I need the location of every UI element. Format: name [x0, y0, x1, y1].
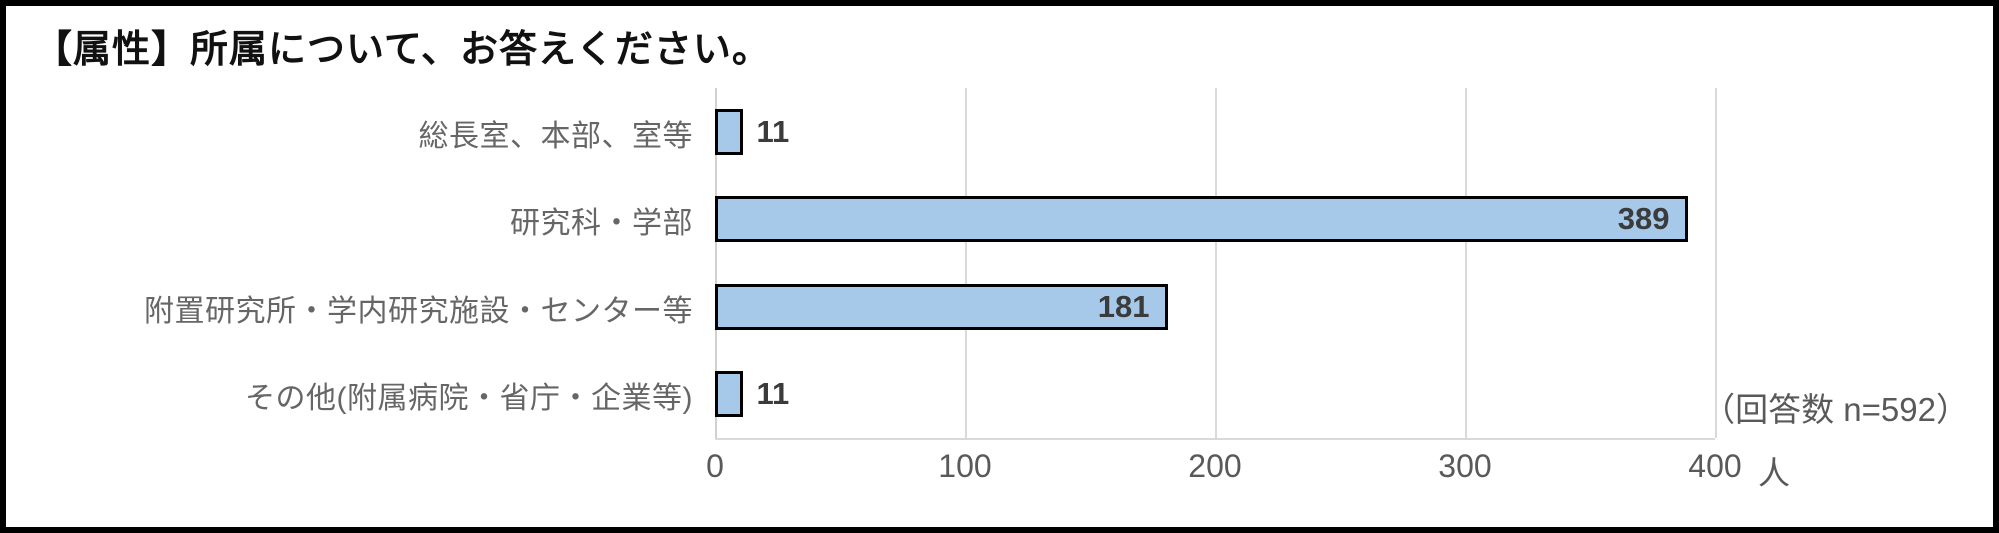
x-axis-unit-label: 人	[1758, 455, 1791, 491]
bar[interactable]	[715, 283, 1168, 330]
bar[interactable]	[715, 196, 1688, 243]
bar-value-label: 181	[1097, 288, 1150, 324]
plot-area: 11 389 181 11	[715, 88, 1717, 438]
gridline-300	[1465, 88, 1467, 438]
chart-title: 【属性】所属について、お答えください。	[34, 29, 771, 71]
category-label: その他(附属病院・省庁・企業等)	[245, 382, 693, 416]
bar-row: 389	[715, 196, 1715, 243]
category-label: 附置研究所・学内研究施設・センター等	[144, 294, 693, 328]
bar-value-label: 389	[1617, 201, 1670, 237]
gridline-0	[715, 88, 717, 438]
bar-row: 181	[715, 283, 1715, 330]
bar-row: 11	[715, 371, 1715, 418]
category-label: 総長室、本部、室等	[418, 119, 693, 153]
gridline-400	[1715, 88, 1717, 438]
gridline-100	[965, 88, 967, 438]
response-count-annotation: （回答数 n=592）	[1702, 391, 1969, 428]
x-tick-label-400: 400	[1688, 448, 1742, 484]
bar-value-label: 11	[756, 376, 790, 412]
bar-row: 11	[715, 108, 1715, 155]
category-label: 研究科・学部	[510, 207, 693, 241]
bar[interactable]	[715, 371, 743, 418]
x-tick-label-300: 300	[1438, 448, 1492, 484]
x-tick-label-100: 100	[938, 448, 992, 484]
x-tick-label-200: 200	[1188, 448, 1242, 484]
bar-value-label: 11	[756, 113, 790, 149]
x-tick-label-0: 0	[706, 448, 724, 484]
bar[interactable]	[715, 108, 743, 155]
x-axis-line	[715, 438, 1715, 440]
gridline-200	[1215, 88, 1217, 438]
